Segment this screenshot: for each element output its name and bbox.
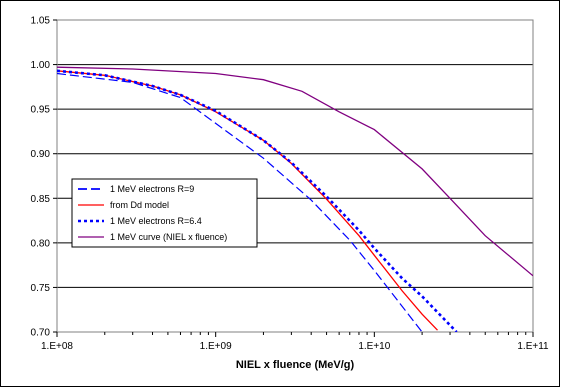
- y-tick-label: 0.80: [31, 238, 51, 249]
- y-tick-label: 0.95: [31, 105, 51, 116]
- series-line-3: [57, 69, 458, 332]
- legend-box: [71, 178, 258, 248]
- y-tick-label: 1.05: [31, 16, 51, 27]
- legend-label: 1 MeV curve (NIEL x fluence): [110, 232, 227, 242]
- series-line-1: [57, 72, 423, 332]
- legend: 1 MeV electrons R=9 from Dd model 1 MeV el…: [71, 178, 258, 248]
- y-tick-label: 0.70: [31, 328, 51, 339]
- series-lines: [57, 66, 533, 332]
- plot-area-border: [56, 19, 534, 333]
- x-tick-label: 1.E+10: [358, 341, 390, 352]
- x-tick-label: 1.E+08: [41, 341, 73, 352]
- series-line-4: [57, 66, 533, 277]
- legend-label: from Dd model: [110, 200, 169, 210]
- legend-label: 1 MeV electrons R=9: [110, 184, 194, 194]
- y-tick-label: 0.75: [31, 283, 51, 294]
- x-axis-ticks: 1.E+08 1.E+09 1.E+10 1.E+11: [41, 332, 549, 352]
- x-tick-label: 1.E+11: [517, 341, 549, 352]
- x-tick-label: 1.E+09: [200, 341, 232, 352]
- x-axis-title: NIEL x fluence (MeV/g): [236, 359, 355, 371]
- y-tick-label: 0.85: [31, 194, 51, 205]
- y-tick-label: 1.00: [31, 60, 51, 71]
- y-tick-label: 0.90: [31, 149, 51, 160]
- legend-label: 1 MeV electrons R=6.4: [110, 216, 202, 226]
- y-axis-ticks: 0.70 0.75 0.80 0.85 0.90 0.95 1.00 1.05: [31, 16, 57, 339]
